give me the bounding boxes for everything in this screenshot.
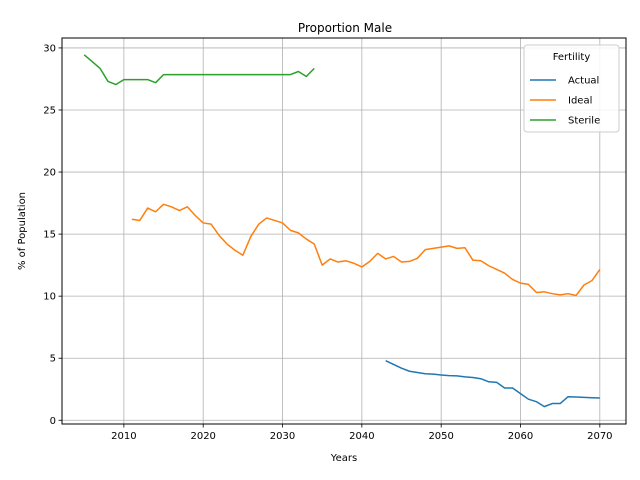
legend-label-sterile: Sterile (568, 116, 600, 127)
y-tick-label: 10 (43, 292, 56, 303)
y-tick-label: 0 (50, 416, 56, 427)
legend-items: Actual Ideal Sterile (530, 76, 600, 127)
y-tick-label: 20 (43, 168, 56, 179)
y-tick-label: 15 (43, 230, 56, 241)
series-line-sterile (83, 54, 315, 86)
legend-title: Fertility (553, 52, 591, 63)
x-tick-label: 2020 (190, 431, 215, 442)
y-tick-label: 5 (50, 354, 56, 365)
legend: Fertility Actual Ideal Sterile (523, 44, 620, 133)
axis-ticks: 2010 2020 2030 2040 2050 2060 2070 0 5 10 15 20 25 30 (43, 43, 612, 442)
legend-box (523, 44, 620, 133)
x-tick-label: 2040 (349, 431, 374, 442)
legend-label-actual: Actual (568, 76, 599, 87)
x-tick-label: 2010 (111, 431, 136, 442)
y-tick-label: 30 (43, 43, 56, 54)
grid-lines (62, 38, 626, 424)
x-tick-label: 2050 (428, 431, 453, 442)
series-line-actual (385, 360, 600, 408)
y-axis-label: % of Population (17, 192, 28, 270)
x-tick-label: 2070 (587, 431, 612, 442)
data-series (83, 54, 601, 408)
series-line-ideal (131, 203, 601, 297)
x-axis-label: Years (330, 453, 357, 464)
x-tick-label: 2060 (508, 431, 533, 442)
legend-label-ideal: Ideal (568, 96, 592, 107)
chart-title: Proportion Male (298, 21, 392, 35)
plot-area-frame (61, 37, 627, 425)
x-tick-label: 2030 (270, 431, 295, 442)
y-tick-label: 25 (43, 105, 56, 116)
